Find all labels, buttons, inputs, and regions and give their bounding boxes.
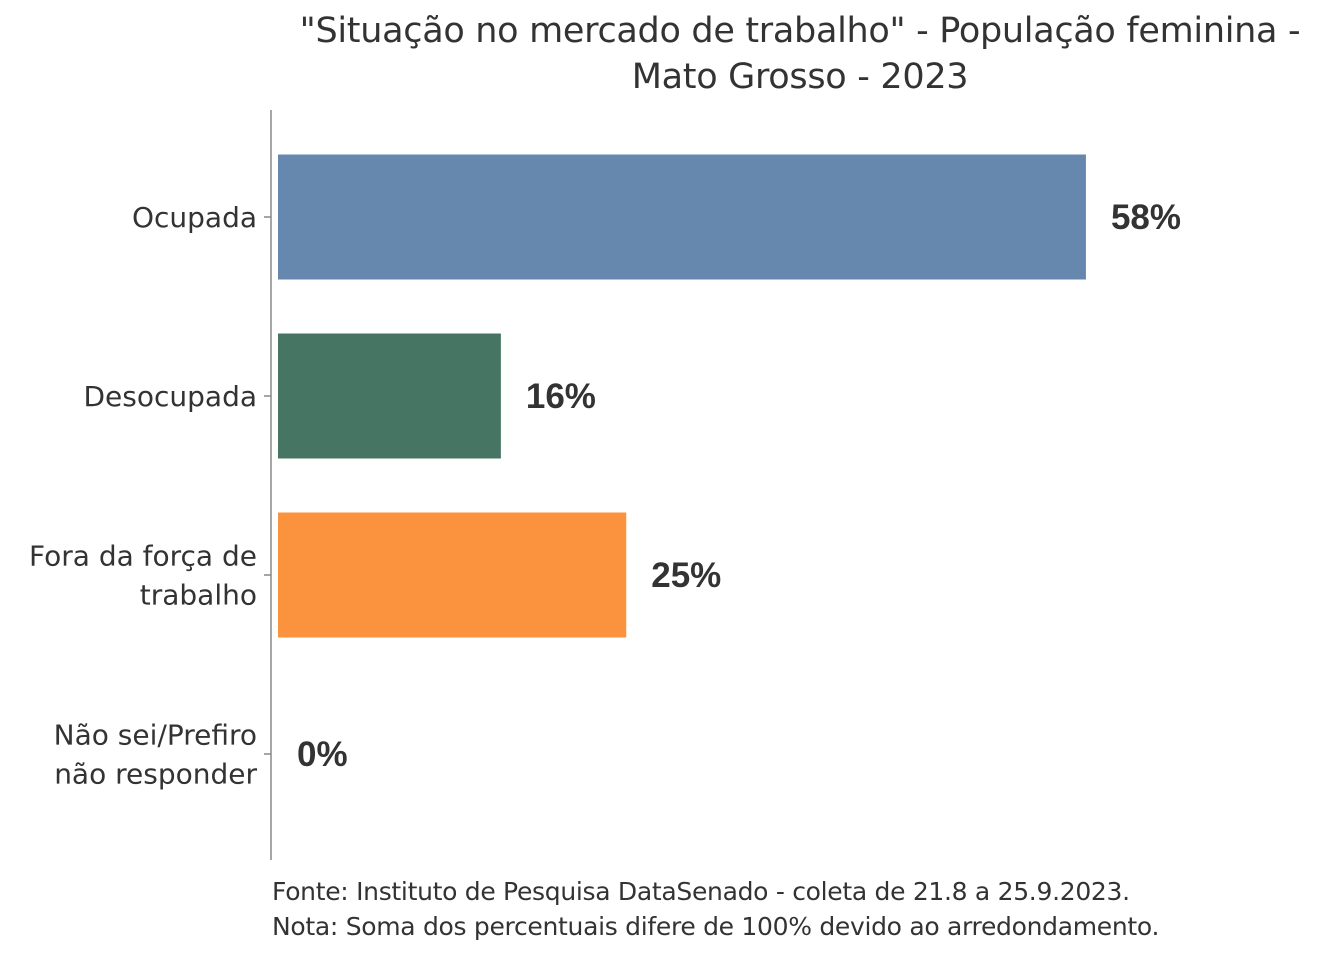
chart-title-line1: "Situação no mercado de trabalho" - Popu… — [299, 11, 1301, 51]
category-label: Ocupada — [132, 201, 257, 234]
category-label: Fora da força de trabalho — [29, 540, 257, 612]
chart-title: "Situação no mercado de trabalho" - Popu… — [270, 8, 1330, 100]
source-note: Fonte: Instituto de Pesquisa DataSenado … — [272, 877, 1130, 906]
data-label: 16% — [526, 377, 596, 416]
data-label: 0% — [297, 735, 348, 774]
bar — [278, 154, 1086, 280]
bar — [278, 333, 501, 459]
data-label: 25% — [651, 556, 721, 595]
chart-title-line2: Mato Grosso - 2023 — [631, 57, 969, 97]
category-label: Não sei/Prefiro não responder — [54, 719, 258, 791]
category-label: Desocupada — [83, 380, 257, 413]
bar — [278, 512, 627, 638]
data-label: 58% — [1111, 198, 1181, 237]
rounding-note: Nota: Soma dos percentuais difere de 100… — [272, 912, 1160, 941]
